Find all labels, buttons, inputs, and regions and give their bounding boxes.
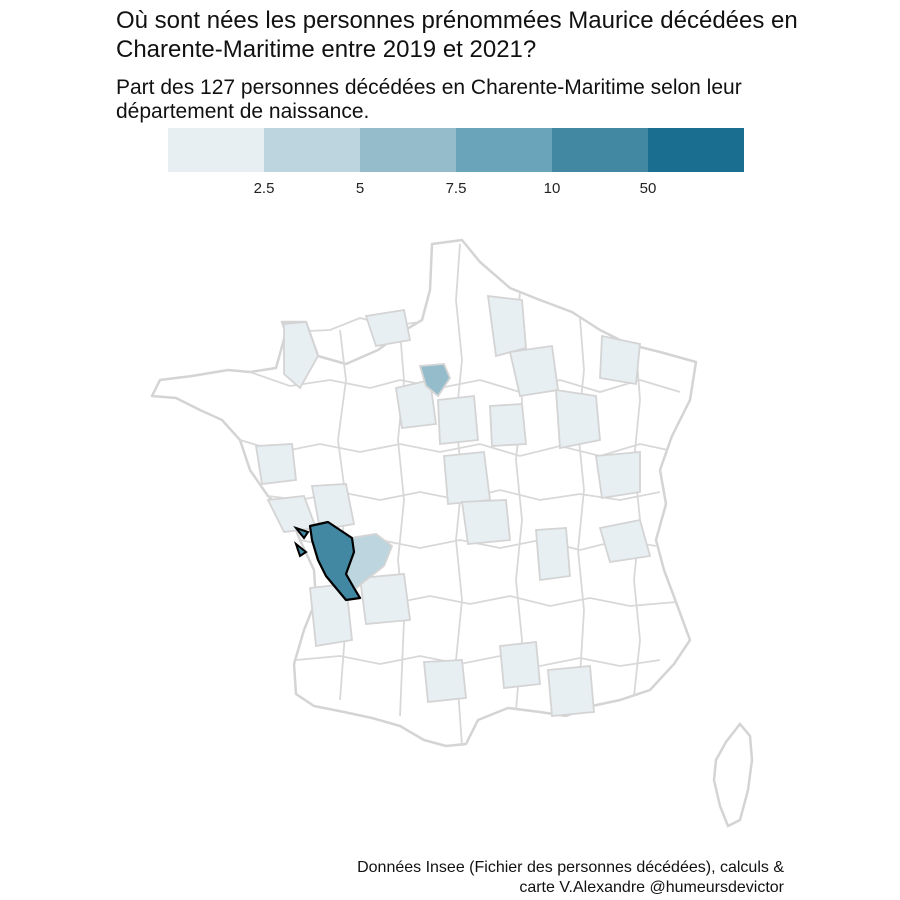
legend-tick-label: 2.5 (253, 180, 275, 197)
department-doubs (594, 451, 641, 500)
source-caption: Données Insee (Fichier des personnes déc… (357, 858, 784, 898)
department-charente-maritime (293, 520, 362, 602)
department-loiret (437, 395, 479, 445)
chart-subtitle: Part des 127 personnes décédées en Chare… (116, 76, 742, 123)
department-savoie (598, 518, 652, 564)
department-gard (499, 641, 541, 689)
department-mayenne (254, 443, 297, 485)
color-legend (168, 128, 744, 172)
chart-title: Où sont nées les personnes prénommées Ma… (116, 7, 798, 63)
department-deux-sevres (310, 483, 356, 532)
legend-bin-5 (552, 128, 648, 172)
legend-bin-2 (264, 128, 360, 172)
department-nievre (460, 499, 511, 545)
legend-bin-6 (648, 128, 744, 172)
department-haute-marne (555, 388, 601, 450)
department-manche (283, 321, 319, 390)
departments-bin-1 (254, 294, 652, 717)
department-aisne (486, 294, 527, 358)
legend-tick-label: 50 (639, 180, 657, 197)
department-somme (364, 308, 412, 348)
department-loire (535, 527, 571, 582)
legend-bin-1 (168, 128, 264, 172)
legend-bin-3 (360, 128, 456, 172)
corsica (712, 722, 754, 828)
department-yonne (489, 403, 527, 447)
department-aveyron (423, 659, 467, 703)
department-var (547, 665, 595, 717)
department-eure-et-loir (394, 378, 438, 429)
france-map (150, 238, 754, 828)
department-dordogne (358, 573, 412, 625)
legend-ticks: 2.5 5 7.5 10 50 (168, 180, 744, 202)
department-paris-region (418, 363, 452, 398)
legend-tick-label: 10 (543, 180, 561, 197)
legend-tick-label: 5 (355, 180, 365, 197)
department-cher (443, 451, 492, 505)
department-meurthe (599, 334, 641, 386)
legend-tick-label: 7.5 (445, 180, 467, 197)
caption-line: carte V.Alexandre @humeursdevictor (519, 879, 784, 896)
legend-bin-4 (456, 128, 552, 172)
caption-line: Données Insee (Fichier des personnes déc… (357, 859, 784, 876)
